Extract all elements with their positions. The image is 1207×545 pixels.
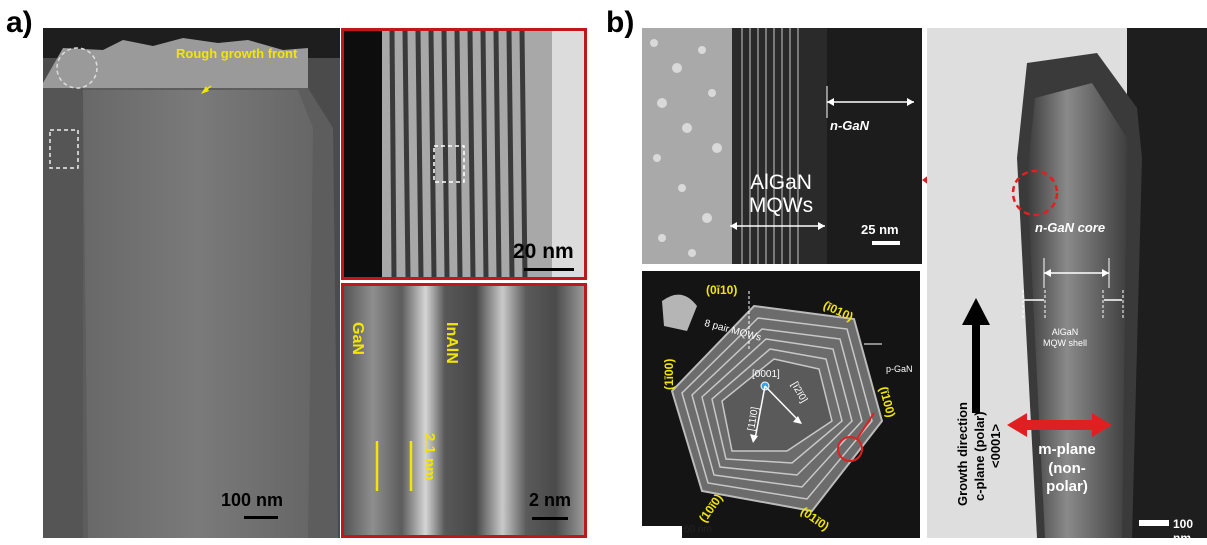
facet-left-label: (1ī00) <box>662 358 676 390</box>
panel-b-cross-section-image <box>642 271 920 538</box>
algan-mqws-label-line1: AlGaN <box>750 171 812 194</box>
m-plane-label-line2: (non- <box>1048 460 1086 477</box>
algan-mqw-shell-label-line1: AlGaN <box>1051 327 1079 337</box>
panel-b-nanowire-scale-label: 100 nm <box>1173 517 1194 545</box>
panel-a-main-scale-bar <box>244 516 278 519</box>
gan-label: GaN <box>349 322 366 355</box>
panel-b-mqw-scale-bar <box>872 241 900 245</box>
panel-b-cross-section-scale-label: 60 nm <box>684 524 712 535</box>
growth-direction-line2: c-plane (polar) <box>972 411 987 501</box>
panel-a-main-image <box>43 28 340 538</box>
panel-a-inset-bottom-scale-label: 2 nm <box>529 490 572 510</box>
growth-direction-line3: <0001> <box>988 423 1003 468</box>
algan-mqws-label-line2: MQWs <box>748 194 814 217</box>
direction-0001-label: [0001] <box>752 369 780 380</box>
panel-a-inset-top-scale-label: 20 nm <box>513 240 574 263</box>
panel-a-inset-top <box>341 28 587 280</box>
panel-b-mqw-image <box>642 28 922 264</box>
growth-direction-line1: Growth direction <box>955 402 970 506</box>
algan-mqw-shell-label-line2: MQW shell <box>1042 338 1087 348</box>
panel-a-main-scale-label: 100 nm <box>221 490 284 510</box>
thickness-label: 2.1 nm <box>421 433 438 481</box>
panel-b-letter: b) <box>606 6 635 39</box>
panel-a-inset-top-scale-bar <box>524 268 574 271</box>
rough-growth-front-label: Rough growth front <box>176 46 298 61</box>
panel-b-mqw-scale-label: 25 nm <box>861 222 899 237</box>
panel-b-nanowire-image <box>927 28 1207 538</box>
inaln-label: InAlN <box>443 322 460 364</box>
p-gan-label: p-GaN <box>886 364 913 374</box>
m-plane-label-line3: polar) <box>1046 478 1088 495</box>
m-plane-label-line1: m-plane <box>1038 441 1096 458</box>
n-gan-core-label: n-GaN core <box>1035 220 1106 235</box>
panel-a-letter: a) <box>6 6 33 39</box>
panel-a-inset-bottom-scale-bar <box>532 517 568 520</box>
n-gan-label: n-GaN <box>830 118 869 133</box>
panel-a-inset-bottom <box>341 283 587 538</box>
facet-top-label: (0ī10) <box>706 283 738 297</box>
